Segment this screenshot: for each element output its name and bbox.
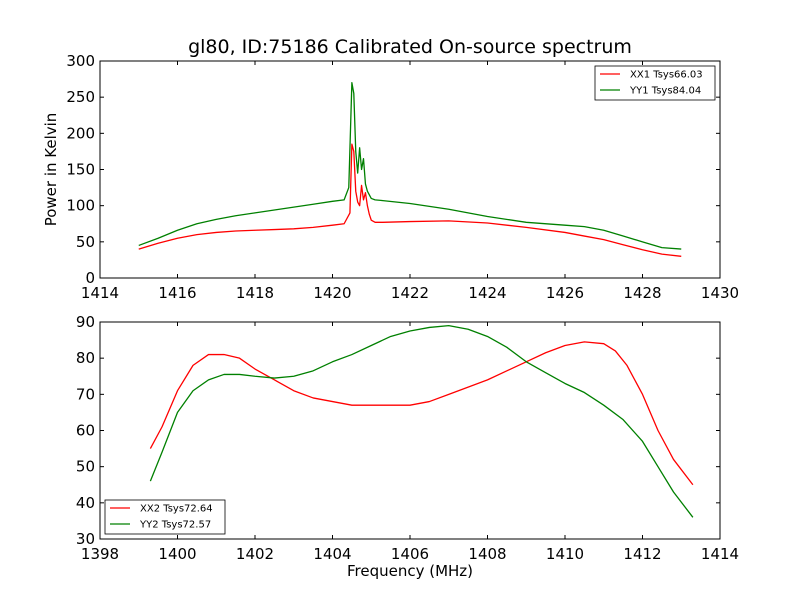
bottom-x-tick-label: 1408 bbox=[468, 545, 506, 563]
bottom-x-tick-label: 1414 bbox=[701, 545, 739, 563]
bottom-x-tick-label: 1404 bbox=[313, 545, 351, 563]
bottom-y-tick-label: 60 bbox=[76, 422, 95, 440]
top-y-axis-label: Power in Kelvin bbox=[42, 113, 60, 227]
top-x-tick-label: 1414 bbox=[81, 284, 119, 302]
legend-label-yy1: YY1 Tsys84.04 bbox=[629, 86, 701, 97]
series-line-yy2 bbox=[149, 324, 694, 518]
bottom-y-tick-label: 50 bbox=[76, 458, 95, 476]
series-line-xx2 bbox=[149, 341, 694, 486]
bottom-x-tick-label: 1406 bbox=[391, 545, 429, 563]
top-y-tick-label: 200 bbox=[66, 124, 95, 142]
top-legend-box bbox=[594, 65, 716, 101]
legend-label-xx1: XX1 Tsys66.03 bbox=[630, 70, 703, 81]
series-line-xx1 bbox=[138, 143, 682, 257]
bottom-y-tick-label: 80 bbox=[76, 349, 95, 367]
top-x-tick-label: 1418 bbox=[236, 284, 274, 302]
bottom-y-tick-label: 30 bbox=[76, 530, 95, 548]
top-y-tick-label: 100 bbox=[66, 197, 95, 215]
legend-label-yy2: YY2 Tsys72.57 bbox=[139, 520, 211, 531]
top-legend: XX1 Tsys66.03 YY1 Tsys84.04 bbox=[594, 65, 716, 101]
top-x-tick-label: 1430 bbox=[701, 284, 739, 302]
top-y-tick-label: 250 bbox=[66, 88, 95, 106]
bottom-plot: 1398 1400 1402 1404 1406 1408 1410 1412 1414 30 40… bbox=[76, 313, 739, 580]
bottom-x-axis-label: Frequency (MHz) bbox=[347, 562, 473, 580]
bottom-x-tick-label: 1402 bbox=[236, 545, 274, 563]
bottom-legend: XX2 Tsys72.64 YY2 Tsys72.57 bbox=[104, 499, 226, 535]
top-x-tick-label: 1420 bbox=[313, 284, 351, 302]
bottom-x-tick-label: 1398 bbox=[81, 545, 119, 563]
top-x-tick-label: 1416 bbox=[158, 284, 196, 302]
bottom-y-tick-label: 70 bbox=[76, 385, 95, 403]
bottom-ticks-layer: 1398 1400 1402 1404 1406 1408 1410 1412 1414 30 40… bbox=[76, 313, 739, 563]
top-chart-title: gl80, ID:75186 Calibrated On-source spec… bbox=[188, 36, 632, 58]
bottom-series-layer bbox=[149, 324, 694, 518]
top-y-tick-label: 50 bbox=[76, 233, 95, 251]
top-y-tick-label: 150 bbox=[66, 161, 95, 179]
top-y-tick-label: 300 bbox=[66, 52, 95, 70]
top-series-layer bbox=[138, 82, 682, 257]
bottom-x-tick-label: 1412 bbox=[623, 545, 661, 563]
legend-label-xx2: XX2 Tsys72.64 bbox=[140, 504, 213, 515]
bottom-x-tick-label: 1410 bbox=[546, 545, 584, 563]
top-x-tick-label: 1424 bbox=[468, 284, 506, 302]
bottom-x-tick-label: 1400 bbox=[158, 545, 196, 563]
top-x-tick-label: 1422 bbox=[391, 284, 429, 302]
top-x-tick-label: 1428 bbox=[623, 284, 661, 302]
top-y-tick-label: 0 bbox=[85, 269, 95, 287]
series-line-yy1 bbox=[138, 82, 682, 250]
bottom-legend-box bbox=[104, 499, 226, 535]
bottom-y-tick-label: 90 bbox=[76, 313, 95, 331]
top-ticks-layer: 1414 1416 1418 1420 1422 1424 1426 1428 1430 0 50 1… bbox=[66, 52, 739, 302]
top-x-tick-label: 1426 bbox=[546, 284, 584, 302]
bottom-y-tick-label: 40 bbox=[76, 494, 95, 512]
top-plot: 1414 1416 1418 1420 1422 1424 1426 1428 1430 0 50 1… bbox=[42, 52, 739, 302]
